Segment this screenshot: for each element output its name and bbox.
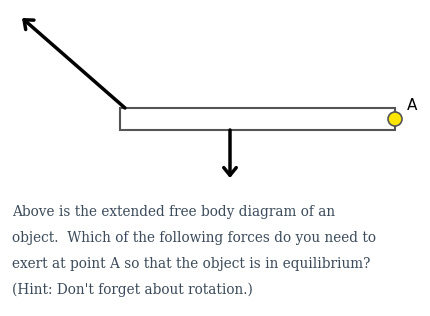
- Text: A: A: [406, 98, 416, 112]
- Text: object.  Which of the following forces do you need to: object. Which of the following forces do…: [12, 231, 375, 245]
- Text: exert at point A so that the object is in equilibrium?: exert at point A so that the object is i…: [12, 257, 369, 271]
- Bar: [120, 108, 394, 130]
- Text: Above is the extended free body diagram of an: Above is the extended free body diagram …: [12, 205, 335, 219]
- Circle shape: [387, 112, 401, 126]
- Text: (Hint: Don't forget about rotation.): (Hint: Don't forget about rotation.): [12, 283, 252, 297]
